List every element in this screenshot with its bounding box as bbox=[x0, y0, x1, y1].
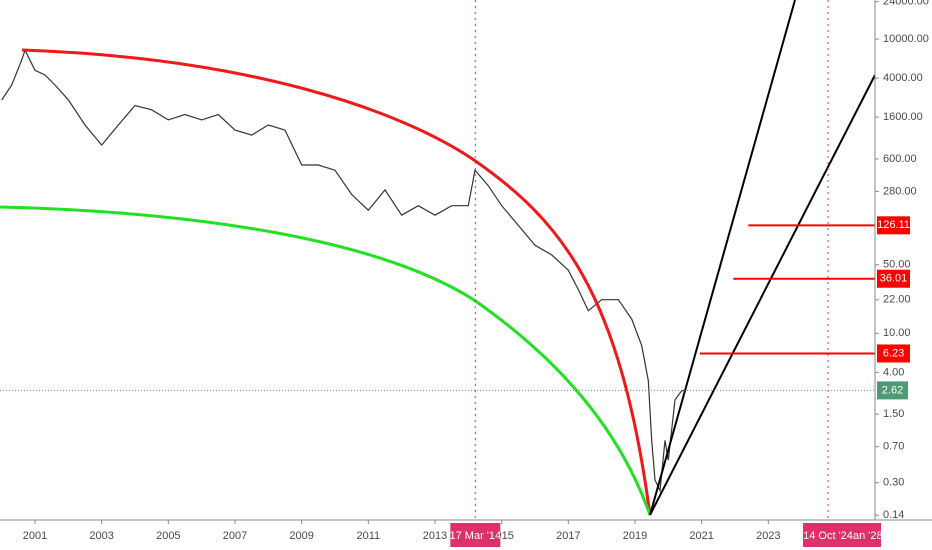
marker-label: 17 Mar '14 bbox=[450, 530, 502, 542]
y-tick-label: 50.00 bbox=[883, 259, 911, 271]
price-badge bbox=[877, 269, 910, 288]
marker-label: 14 Oct '24 bbox=[803, 530, 853, 542]
axis-labels: 24000.00 10000.00 4000.00 1600.00 600.00 280.… bbox=[23, 0, 929, 547]
fan-line bbox=[649, 0, 796, 516]
overlays bbox=[0, 0, 875, 520]
x-tick-label: 2011 bbox=[357, 530, 381, 542]
marker-box bbox=[803, 523, 853, 547]
last-price-badge bbox=[877, 381, 908, 400]
x-tick-label: 2017 bbox=[556, 530, 580, 542]
x-tick-label: 2021 bbox=[689, 530, 713, 542]
x-tick-label: 2009 bbox=[289, 530, 313, 542]
last-price-label: 2.62 bbox=[882, 384, 903, 396]
x-tick-label: 2023 bbox=[756, 530, 780, 542]
red-arc bbox=[21, 48, 652, 516]
green-arc bbox=[0, 205, 652, 516]
plot-area bbox=[1, 48, 686, 493]
y-tick-label: 10000.00 bbox=[883, 33, 929, 45]
y-tick-label: 0.70 bbox=[883, 441, 904, 453]
y-tick-label: 0.14 bbox=[883, 509, 904, 521]
y-tick-label: 280.00 bbox=[883, 185, 917, 197]
price-badge bbox=[877, 344, 910, 363]
y-tick-label: 10.00 bbox=[883, 327, 911, 339]
fan-line bbox=[649, 74, 876, 516]
price-badge bbox=[877, 216, 910, 235]
x-tick-label: 2007 bbox=[223, 530, 247, 542]
y-tick-label: 4000.00 bbox=[883, 72, 923, 84]
y-tick-label: 22.00 bbox=[883, 294, 911, 306]
price-badge-label: 36.01 bbox=[880, 273, 908, 285]
price-badge-label: 126.11 bbox=[877, 219, 910, 231]
price-badge-label: 6.23 bbox=[883, 347, 904, 359]
x-tick-label: 2005 bbox=[156, 530, 180, 542]
clipped-marker-box bbox=[851, 523, 881, 547]
y-tick-label: 600.00 bbox=[883, 153, 917, 165]
x-tick-label: 2019 bbox=[623, 530, 647, 542]
marker-box bbox=[450, 523, 501, 547]
y-tick-label: 1.50 bbox=[883, 408, 904, 420]
y-tick-label: 24000.00 bbox=[883, 0, 929, 8]
y-tick-label: 0.30 bbox=[883, 477, 904, 489]
x-tick-label: 2001 bbox=[23, 530, 47, 542]
y-tick-label: 4.00 bbox=[883, 366, 904, 378]
x-tick-label: 2013 bbox=[423, 530, 447, 542]
y-tick-label: 1600.00 bbox=[883, 111, 923, 123]
clipped-marker-label: an '28 bbox=[853, 530, 883, 542]
price-line bbox=[1, 48, 686, 493]
x-tick-label: 2003 bbox=[89, 530, 113, 542]
